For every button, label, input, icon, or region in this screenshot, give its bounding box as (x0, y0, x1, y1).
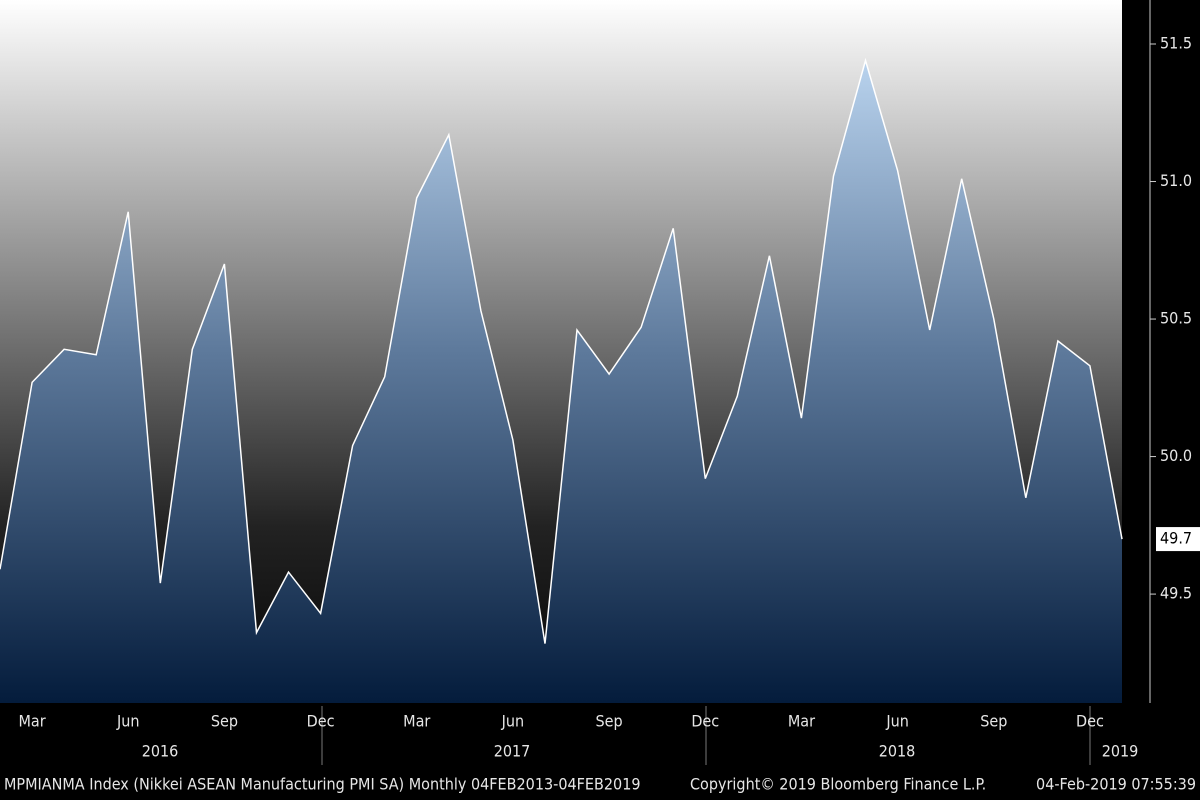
year-label: 2017 (494, 742, 531, 761)
x-tick-label: Dec (1076, 712, 1104, 731)
x-tick-label: Jun (501, 712, 525, 731)
year-label: 2019 (1102, 742, 1139, 761)
x-tick-label: Dec (307, 712, 335, 731)
x-tick-label: Sep (211, 712, 238, 731)
year-label: 2016 (142, 742, 179, 761)
x-tick-label: Sep (980, 712, 1007, 731)
x-tick-label: Sep (596, 712, 623, 731)
footer-right: 04-Feb-2019 07:55:39 (1036, 775, 1196, 794)
y-tick-label: 50.0 (1160, 446, 1192, 465)
x-tick-label: Mar (18, 712, 45, 731)
x-tick-label: Mar (788, 712, 815, 731)
y-tick-label: 51.0 (1160, 171, 1192, 190)
footer-left: MPMIANMA Index (Nikkei ASEAN Manufacturi… (4, 775, 641, 794)
year-label: 2018 (879, 742, 916, 761)
y-tick-label: 50.5 (1160, 309, 1192, 328)
footer-center: Copyright© 2019 Bloomberg Finance L.P. (690, 775, 986, 794)
y-tick-label: 51.5 (1160, 34, 1192, 53)
area (0, 60, 1122, 703)
x-tick-label: Dec (691, 712, 719, 731)
last-value-label: 49.7 (1160, 529, 1192, 548)
x-tick-label: Mar (403, 712, 430, 731)
last-value-box (1156, 527, 1200, 552)
x-tick-label: Jun (116, 712, 140, 731)
line (0, 57, 1123, 644)
y-tick-label: 49.5 (1160, 584, 1192, 603)
x-tick-label: Jun (885, 712, 909, 731)
